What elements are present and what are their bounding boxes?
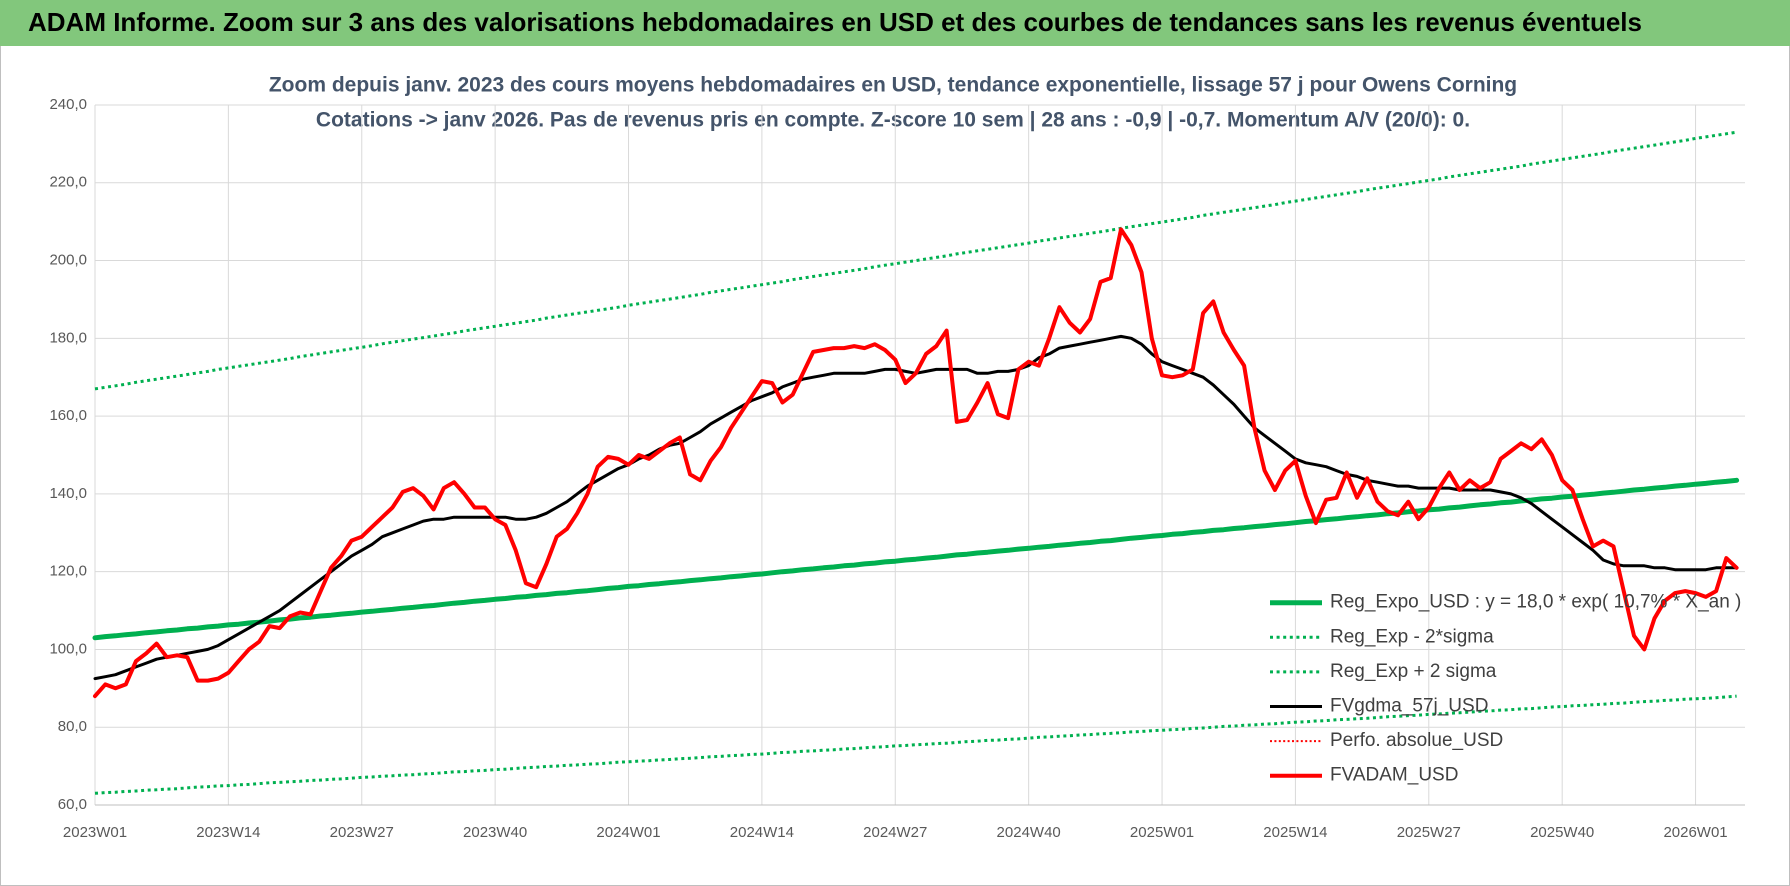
series-line [93, 227, 1739, 699]
y-tick-label: 240,0 [49, 96, 87, 113]
x-tick-label: 2026W01 [1663, 824, 1727, 841]
x-tick-label: 2023W14 [196, 824, 260, 841]
x-tick-label: 2024W01 [596, 824, 660, 841]
y-tick-label: 140,0 [49, 485, 87, 502]
y-tick-label: 180,0 [49, 329, 87, 346]
legend-label: FVADAM_USD [1330, 765, 1458, 786]
x-tick-label: 2025W01 [1130, 824, 1194, 841]
x-tick-label: 2025W40 [1530, 824, 1594, 841]
legend-label: Perfo. absolue_USD [1330, 730, 1503, 751]
y-tick-label: 80,0 [58, 718, 87, 735]
legend-label: Reg_Expo_USD : y = 18,0 * exp( 10,7% * X… [1330, 592, 1741, 613]
chart-subtitle: Cotations -> janv 2026. Pas de revenus p… [316, 109, 1470, 132]
chart-title: Zoom depuis janv. 2023 des cours moyens … [269, 74, 1517, 97]
x-tick-label: 2023W27 [330, 824, 394, 841]
x-tick-label: 2025W27 [1397, 824, 1461, 841]
x-tick-label: 2023W01 [63, 824, 127, 841]
series-line [92, 477, 1740, 641]
legend: Reg_Expo_USD : y = 18,0 * exp( 10,7% * X… [1270, 592, 1741, 786]
header-bar [0, 0, 1790, 46]
x-tick-label: 2024W14 [730, 824, 794, 841]
y-tick-label: 100,0 [49, 640, 87, 657]
y-tick-label: 200,0 [49, 252, 87, 269]
y-tick-label: 220,0 [49, 174, 87, 191]
legend-label: Reg_Exp + 2 sigma [1330, 661, 1497, 682]
x-tick-label: 2024W40 [997, 824, 1061, 841]
x-tick-label: 2024W27 [863, 824, 927, 841]
header-title: ADAM Informe. Zoom sur 3 ans des valoris… [28, 7, 1642, 37]
y-tick-label: 60,0 [58, 796, 87, 813]
y-tick-label: 120,0 [49, 563, 87, 580]
legend-label: FVgdma_57j_USD [1330, 696, 1488, 717]
legend-label: Reg_Exp - 2*sigma [1330, 626, 1494, 647]
y-tick-label: 160,0 [49, 407, 87, 424]
x-tick-label: 2025W14 [1263, 824, 1327, 841]
x-tick-label: 2023W40 [463, 824, 527, 841]
